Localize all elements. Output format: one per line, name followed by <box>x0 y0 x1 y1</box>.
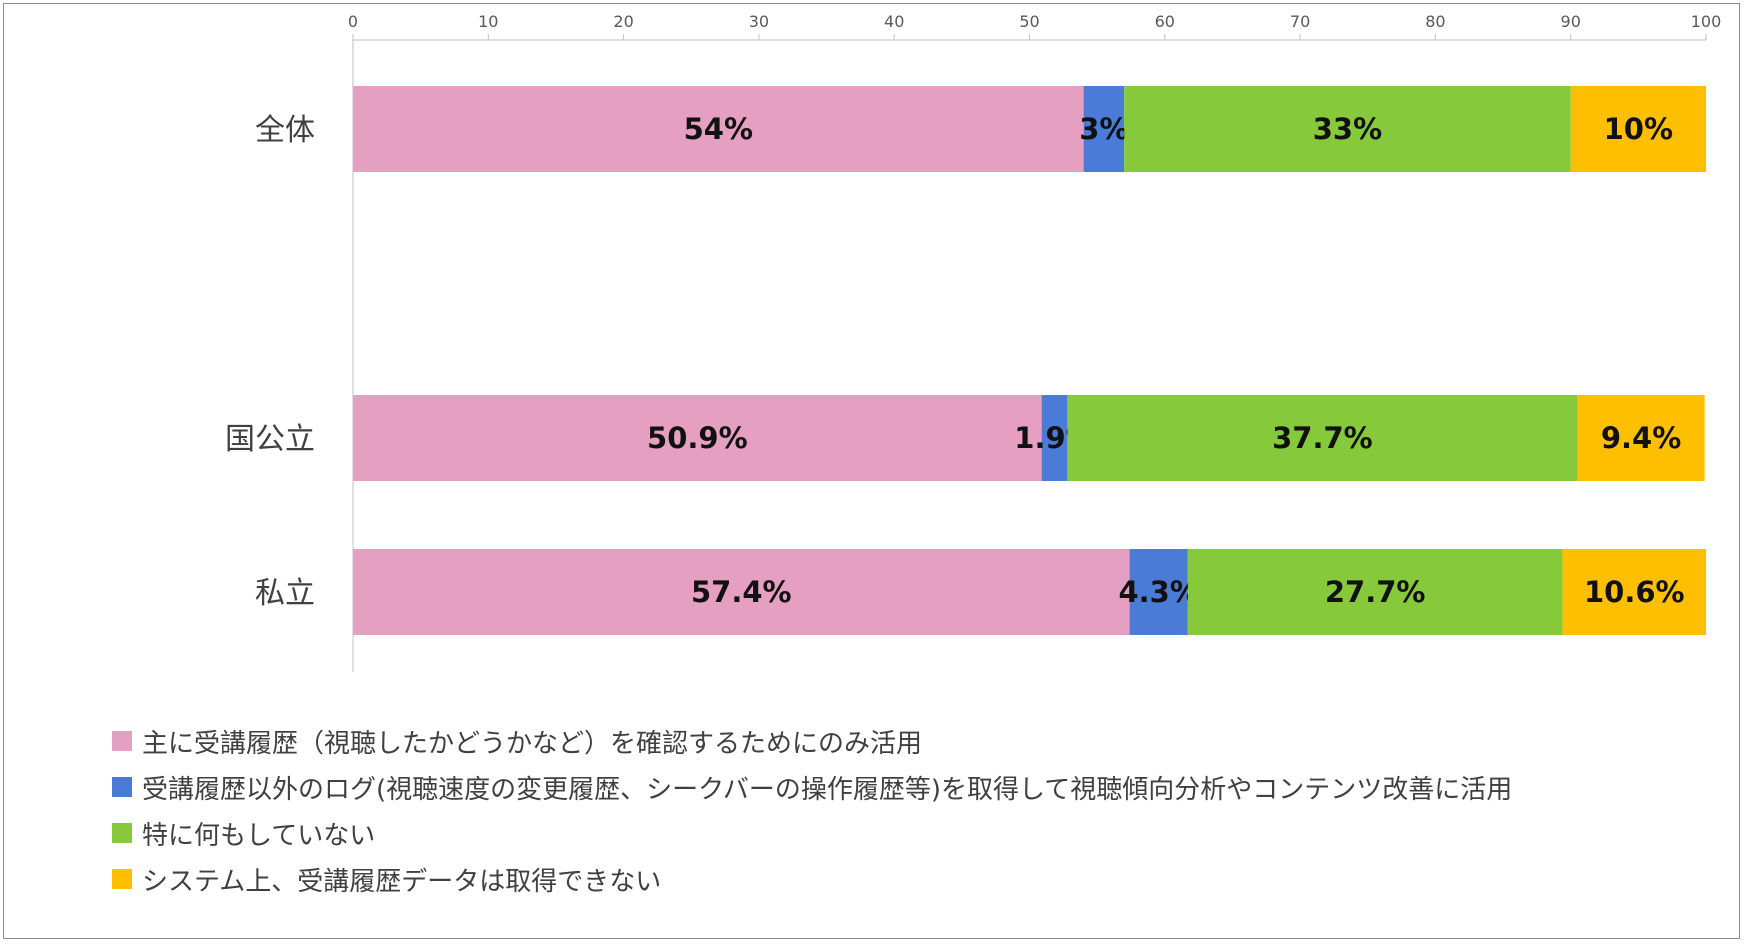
legend-label: 特に何もしていない <box>142 820 376 851</box>
legend-label: システム上、受講履歴データは取得できない <box>142 866 662 897</box>
legend: 主に受講履歴（視聴したかどうかなど）を確認するためにのみ活用受講履歴以外のログ(… <box>112 718 1512 902</box>
legend-item: 主に受講履歴（視聴したかどうかなど）を確認するためにのみ活用 <box>112 718 1512 764</box>
legend-swatch <box>112 823 132 843</box>
data-label: 3% <box>1079 112 1128 146</box>
bar-segment <box>1577 395 1705 481</box>
bar-segment <box>1570 86 1706 172</box>
bar-segment <box>353 549 1130 635</box>
legend-item: 特に何もしていない <box>112 810 1512 856</box>
bar-segment <box>1083 86 1125 172</box>
bar-segment <box>353 395 1042 481</box>
data-label: 50.9% <box>647 421 748 455</box>
bar-segment <box>353 86 1084 172</box>
category-label: 全体 <box>255 113 315 148</box>
x-tick-label: 80 <box>1425 12 1445 31</box>
x-tick-label: 90 <box>1561 12 1581 31</box>
bar-segment <box>1562 549 1706 635</box>
bar-segment <box>1129 549 1188 635</box>
bar-segment <box>1187 549 1563 635</box>
data-label: 4.3% <box>1118 575 1198 609</box>
data-label: 10.6% <box>1584 575 1685 609</box>
bar-segment <box>1041 395 1068 481</box>
legend-item: 受講履歴以外のログ(視聴速度の変更履歴、シークバーの操作履歴等)を取得して視聴傾… <box>112 764 1512 810</box>
bar-segment <box>1067 395 1578 481</box>
legend-item: システム上、受講履歴データは取得できない <box>112 856 1512 902</box>
x-tick-label: 30 <box>749 12 769 31</box>
legend-swatch <box>112 777 132 797</box>
legend-label: 受講履歴以外のログ(視聴速度の変更履歴、シークバーの操作履歴等)を取得して視聴傾… <box>142 774 1513 805</box>
x-tick-label: 20 <box>613 12 633 31</box>
x-tick-label: 10 <box>478 12 498 31</box>
bar-segment <box>1124 86 1571 172</box>
data-label: 9.4% <box>1601 421 1681 455</box>
data-label: 27.7% <box>1325 575 1426 609</box>
x-tick-label: 60 <box>1155 12 1175 31</box>
category-label: 私立 <box>255 576 315 611</box>
legend-label: 主に受講履歴（視聴したかどうかなど）を確認するためにのみ活用 <box>142 728 923 759</box>
chart-frame <box>3 3 1740 939</box>
x-tick-label: 40 <box>884 12 904 31</box>
data-label: 10% <box>1604 112 1673 146</box>
data-label: 33% <box>1313 112 1382 146</box>
category-label: 国公立 <box>225 422 315 457</box>
legend-swatch <box>112 731 132 751</box>
data-label: 37.7% <box>1272 421 1373 455</box>
x-tick-label: 50 <box>1019 12 1039 31</box>
x-tick-label: 0 <box>348 12 358 31</box>
x-tick-label: 100 <box>1691 12 1722 31</box>
data-label: 57.4% <box>691 575 792 609</box>
x-tick-label: 70 <box>1290 12 1310 31</box>
data-label: 54% <box>684 112 753 146</box>
legend-swatch <box>112 869 132 889</box>
